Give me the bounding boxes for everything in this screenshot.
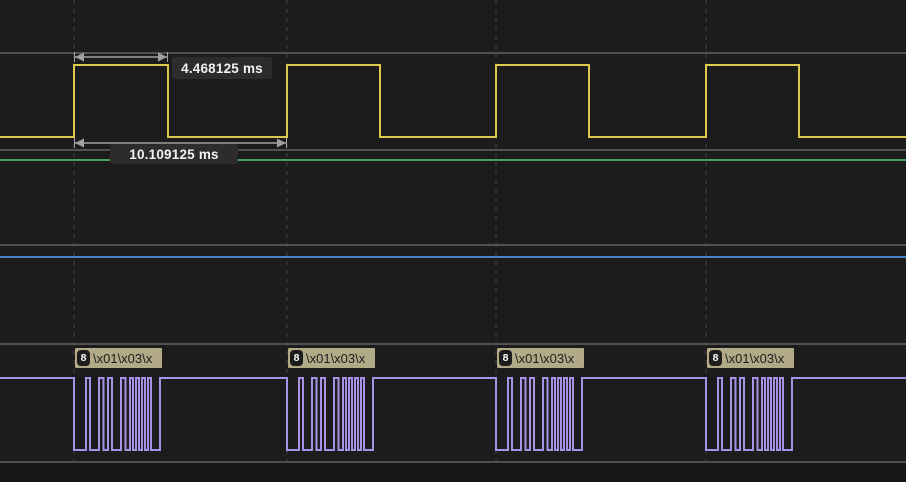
data-annotation[interactable]: 8 \x01\x03\x	[75, 348, 162, 368]
byte-count-badge: 8	[709, 350, 722, 366]
data-annotation-text: \x01\x03\x	[725, 350, 785, 366]
measurement-label-pulse-width[interactable]: 4.468125 ms	[172, 57, 272, 79]
byte-count-badge: 8	[499, 350, 512, 366]
channel-3-trace[interactable]	[0, 377, 906, 451]
data-annotation-text: \x01\x03\x	[515, 350, 575, 366]
data-annotation[interactable]: 8 \x01\x03\x	[707, 348, 794, 368]
data-annotation[interactable]: 8 \x01\x03\x	[288, 348, 375, 368]
data-annotation-text: \x01\x03\x	[306, 350, 366, 366]
measurement-arrow	[74, 138, 287, 148]
channel-0-trace[interactable]	[0, 64, 906, 138]
measurement-arrow	[74, 52, 168, 62]
bottom-gutter	[0, 463, 906, 482]
measurement-label-period[interactable]: 10.109125 ms	[110, 144, 238, 164]
byte-count-badge: 8	[290, 350, 303, 366]
data-annotation[interactable]: 8 \x01\x03\x	[497, 348, 584, 368]
data-annotation-text: \x01\x03\x	[93, 350, 153, 366]
byte-count-badge: 8	[77, 350, 90, 366]
